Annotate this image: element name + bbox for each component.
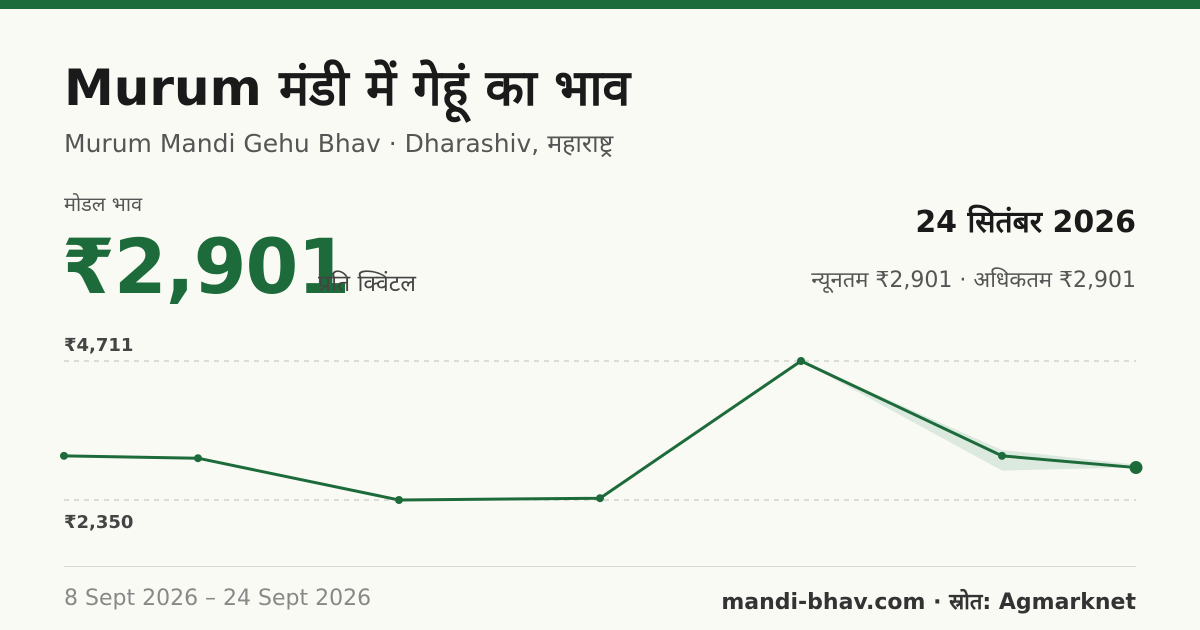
price-date: 24 सितंबर 2026 (915, 205, 1136, 240)
y-tick-label-max: ₹4,711 (64, 335, 133, 356)
price-trend-chart: ₹4,711 ₹2,350 (60, 335, 1143, 533)
footer-divider (64, 566, 1136, 567)
data-point (797, 357, 805, 365)
data-point (998, 451, 1006, 460)
series-line (63, 359, 1137, 502)
data-source: mandi-bhav.com · स्रोत: Agmarknet (721, 590, 1136, 615)
date-range: 8 Sept 2026 – 24 Sept 2026 (64, 586, 372, 611)
data-point (596, 494, 604, 503)
page-title: Murum मंडी में गेहूं का भाव (64, 59, 631, 117)
y-tick-label-min: ₹2,350 (64, 512, 133, 533)
price-unit: प्रति क्विंटल (318, 271, 416, 297)
modal-price-label: मोडल भाव (64, 192, 143, 216)
page-subtitle: Murum Mandi Gehu Bhav · Dharashiv, महारा… (64, 129, 614, 158)
top-accent-bar (0, 0, 1200, 9)
data-point (194, 454, 202, 463)
data-point (60, 451, 68, 460)
modal-price-value: ₹2,901 (62, 222, 350, 311)
min-max-price: न्यूनतम ₹2,901 · अधिकतम ₹2,901 (811, 268, 1136, 293)
data-point (395, 496, 403, 504)
data-point (1129, 461, 1143, 475)
price-range-band (64, 361, 1136, 500)
